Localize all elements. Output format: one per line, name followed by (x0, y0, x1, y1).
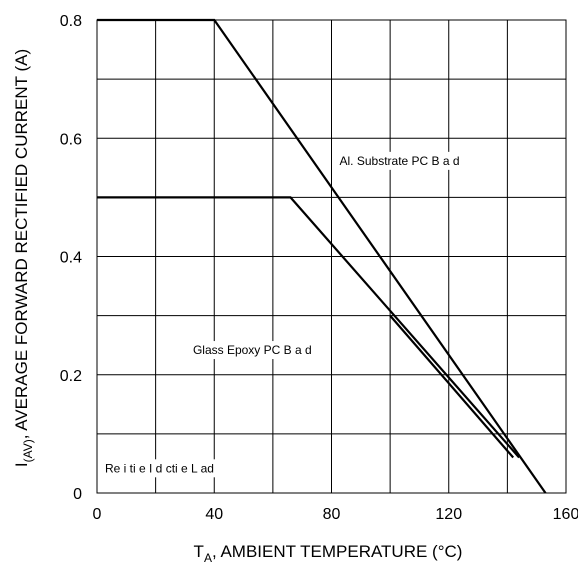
x-axis-title: TA, AMBIENT TEMPERATURE (°C) (194, 542, 463, 565)
y-tick-label: 0.4 (60, 250, 82, 267)
x-tick-label: 160 (553, 506, 578, 523)
x-tick-label: 0 (93, 506, 102, 523)
annotation-label: Glass Epoxy PC B a d (193, 343, 312, 357)
y-tick-label: 0.2 (60, 368, 82, 385)
annotation-3: Re i ti e I d cti e L ad (102, 459, 217, 478)
y-tick-label: 0 (73, 486, 82, 503)
plot-series (97, 18, 547, 494)
x-tick-label: 120 (435, 506, 462, 523)
plot-grid (96, 19, 567, 494)
x-axis-ticks: 0 40 80 120 160 (93, 506, 578, 523)
series-line-2 (97, 196, 520, 459)
series-line-1 (97, 18, 547, 494)
annotation-1: Al. Substrate PC B a d (336, 151, 463, 170)
y-axis-ticks: 0 0.2 0.4 0.6 0.8 (60, 13, 82, 503)
y-axis-title: I(AV), AVERAGE FORWARD RECTIFIED CURRENT… (12, 49, 35, 467)
annotation-label: Al. Substrate PC B a d (340, 154, 460, 168)
plot-annotations: Al. Substrate PC B a d Glass Epoxy PC B a… (102, 151, 463, 478)
annotation-2: Glass Epoxy PC B a d (189, 341, 315, 360)
annotation-background (102, 459, 217, 478)
annotation-background (336, 151, 463, 170)
x-tick-label: 80 (323, 506, 341, 523)
y-tick-label: 0.8 (60, 13, 82, 30)
x-tick-label: 40 (205, 506, 223, 523)
y-tick-label: 0.6 (60, 131, 82, 148)
annotation-background (189, 341, 315, 360)
series-line-3 (389, 314, 515, 459)
annotation-label: Re i ti e I d cti e L ad (105, 461, 214, 475)
